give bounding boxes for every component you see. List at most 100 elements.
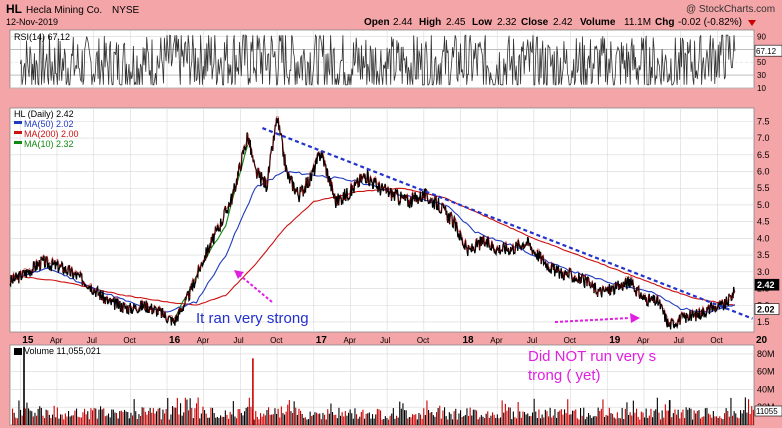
volume-bar: [677, 409, 679, 425]
volume-bar: [516, 418, 518, 425]
volume-bar: [693, 410, 695, 425]
volume-bar: [692, 419, 694, 425]
current-ma50-badge: [754, 303, 780, 315]
x-tick-label: Apr: [50, 336, 63, 345]
volume-bar: [101, 409, 103, 425]
volume-bar: [380, 410, 382, 425]
volume-bar: [157, 408, 159, 425]
volume-bar: [388, 419, 390, 425]
volume-bar: [474, 409, 476, 425]
volume-bar: [261, 416, 263, 425]
volume-bar: [205, 413, 207, 425]
volume-bar: [660, 419, 662, 425]
volume-bar: [400, 408, 402, 425]
volume-bar: [373, 418, 375, 425]
volume-bar: [170, 414, 172, 425]
volume-bar: [316, 412, 318, 425]
close-label: Close: [521, 17, 549, 28]
volume-bar: [191, 407, 193, 425]
volume-bar: [276, 413, 278, 425]
volume-bar: [29, 410, 31, 425]
x-tick-label: Jul: [674, 336, 684, 345]
volume-bar: [687, 409, 689, 425]
volume-bar: [447, 419, 449, 425]
volume-bar: [522, 411, 524, 425]
volume-bar: [304, 417, 306, 425]
volume-bar: [671, 417, 673, 425]
volume-bar: [319, 413, 321, 425]
volume-bar: [114, 412, 116, 425]
volume-bar: [45, 409, 47, 425]
volume-bar: [274, 408, 276, 425]
volume-bar: [167, 398, 169, 425]
volume-bar: [189, 398, 191, 425]
volume-bar: [28, 408, 30, 425]
volume-bar: [472, 409, 474, 425]
ma50-swatch: [14, 121, 22, 124]
volume-bar: [236, 418, 238, 425]
volume-bar: [79, 417, 81, 425]
volume-bar: [381, 419, 383, 425]
volume-bar: [423, 408, 425, 425]
price-legend: HL (Daily) 2.42: [14, 109, 74, 119]
ma200-swatch: [14, 131, 22, 134]
volume-bar: [719, 416, 721, 425]
volume-bar: [292, 413, 294, 425]
x-tick-label: 19: [609, 335, 621, 346]
volume-bar: [320, 419, 322, 425]
y-tick-label: 6.0: [757, 167, 770, 177]
volume-bar: [501, 400, 503, 425]
volume-bar: [573, 410, 575, 425]
volume-bar: [493, 414, 495, 425]
volume-bar: [546, 411, 548, 425]
volume-bar: [554, 409, 556, 425]
volume-bar: [109, 417, 111, 425]
volume-bar: [293, 401, 295, 425]
ma50-legend: MA(50) 2.02: [24, 119, 74, 129]
volume-bar: [744, 397, 746, 425]
rsi-line: [19, 33, 736, 86]
volume-bar: [567, 399, 569, 425]
volume-bar: [207, 417, 209, 425]
volume-bar: [407, 418, 409, 425]
volume-bar: [239, 409, 241, 425]
volume-bar: [434, 416, 436, 425]
volume-bar: [212, 407, 214, 425]
volume-bar: [370, 418, 372, 425]
volume-bar: [527, 413, 529, 425]
volume-bar: [13, 412, 15, 425]
chart-date: 12-Nov-2019: [6, 17, 58, 27]
volume-bar: [636, 408, 638, 425]
x-tick-label: 20: [756, 335, 768, 346]
volume-bar: [26, 402, 28, 425]
volume-bar: [76, 408, 78, 425]
ma10-swatch: [14, 141, 22, 144]
volume-bar: [647, 417, 649, 425]
volume-bar: [32, 416, 34, 425]
price-line: [9, 117, 736, 330]
volume-bar: [69, 416, 71, 425]
volume-bar: [540, 418, 542, 425]
volume-bar: [404, 410, 406, 425]
volume-bar: [312, 414, 314, 425]
volume-bar: [751, 406, 753, 425]
volume-bar: [44, 418, 46, 425]
volume-bar: [544, 409, 546, 425]
volume-bar: [399, 401, 401, 425]
watermark: @ StockCharts.com: [686, 4, 775, 15]
volume-bar: [578, 419, 580, 425]
volume-bar: [279, 417, 281, 425]
volume-bar: [538, 409, 540, 425]
rsi-current-badge: [754, 44, 782, 57]
volume-bar: [519, 411, 521, 425]
volume-bar: [512, 411, 514, 425]
volume-bar: [384, 416, 386, 425]
volume-bar: [77, 416, 79, 425]
volume-bar: [618, 418, 620, 425]
volume-bar: [666, 410, 668, 425]
volume-bar: [200, 413, 202, 425]
volume-bar: [543, 417, 545, 425]
y-tick-label: 3.0: [757, 267, 770, 277]
volume-bar: [594, 416, 596, 425]
volume-bar: [586, 416, 588, 425]
